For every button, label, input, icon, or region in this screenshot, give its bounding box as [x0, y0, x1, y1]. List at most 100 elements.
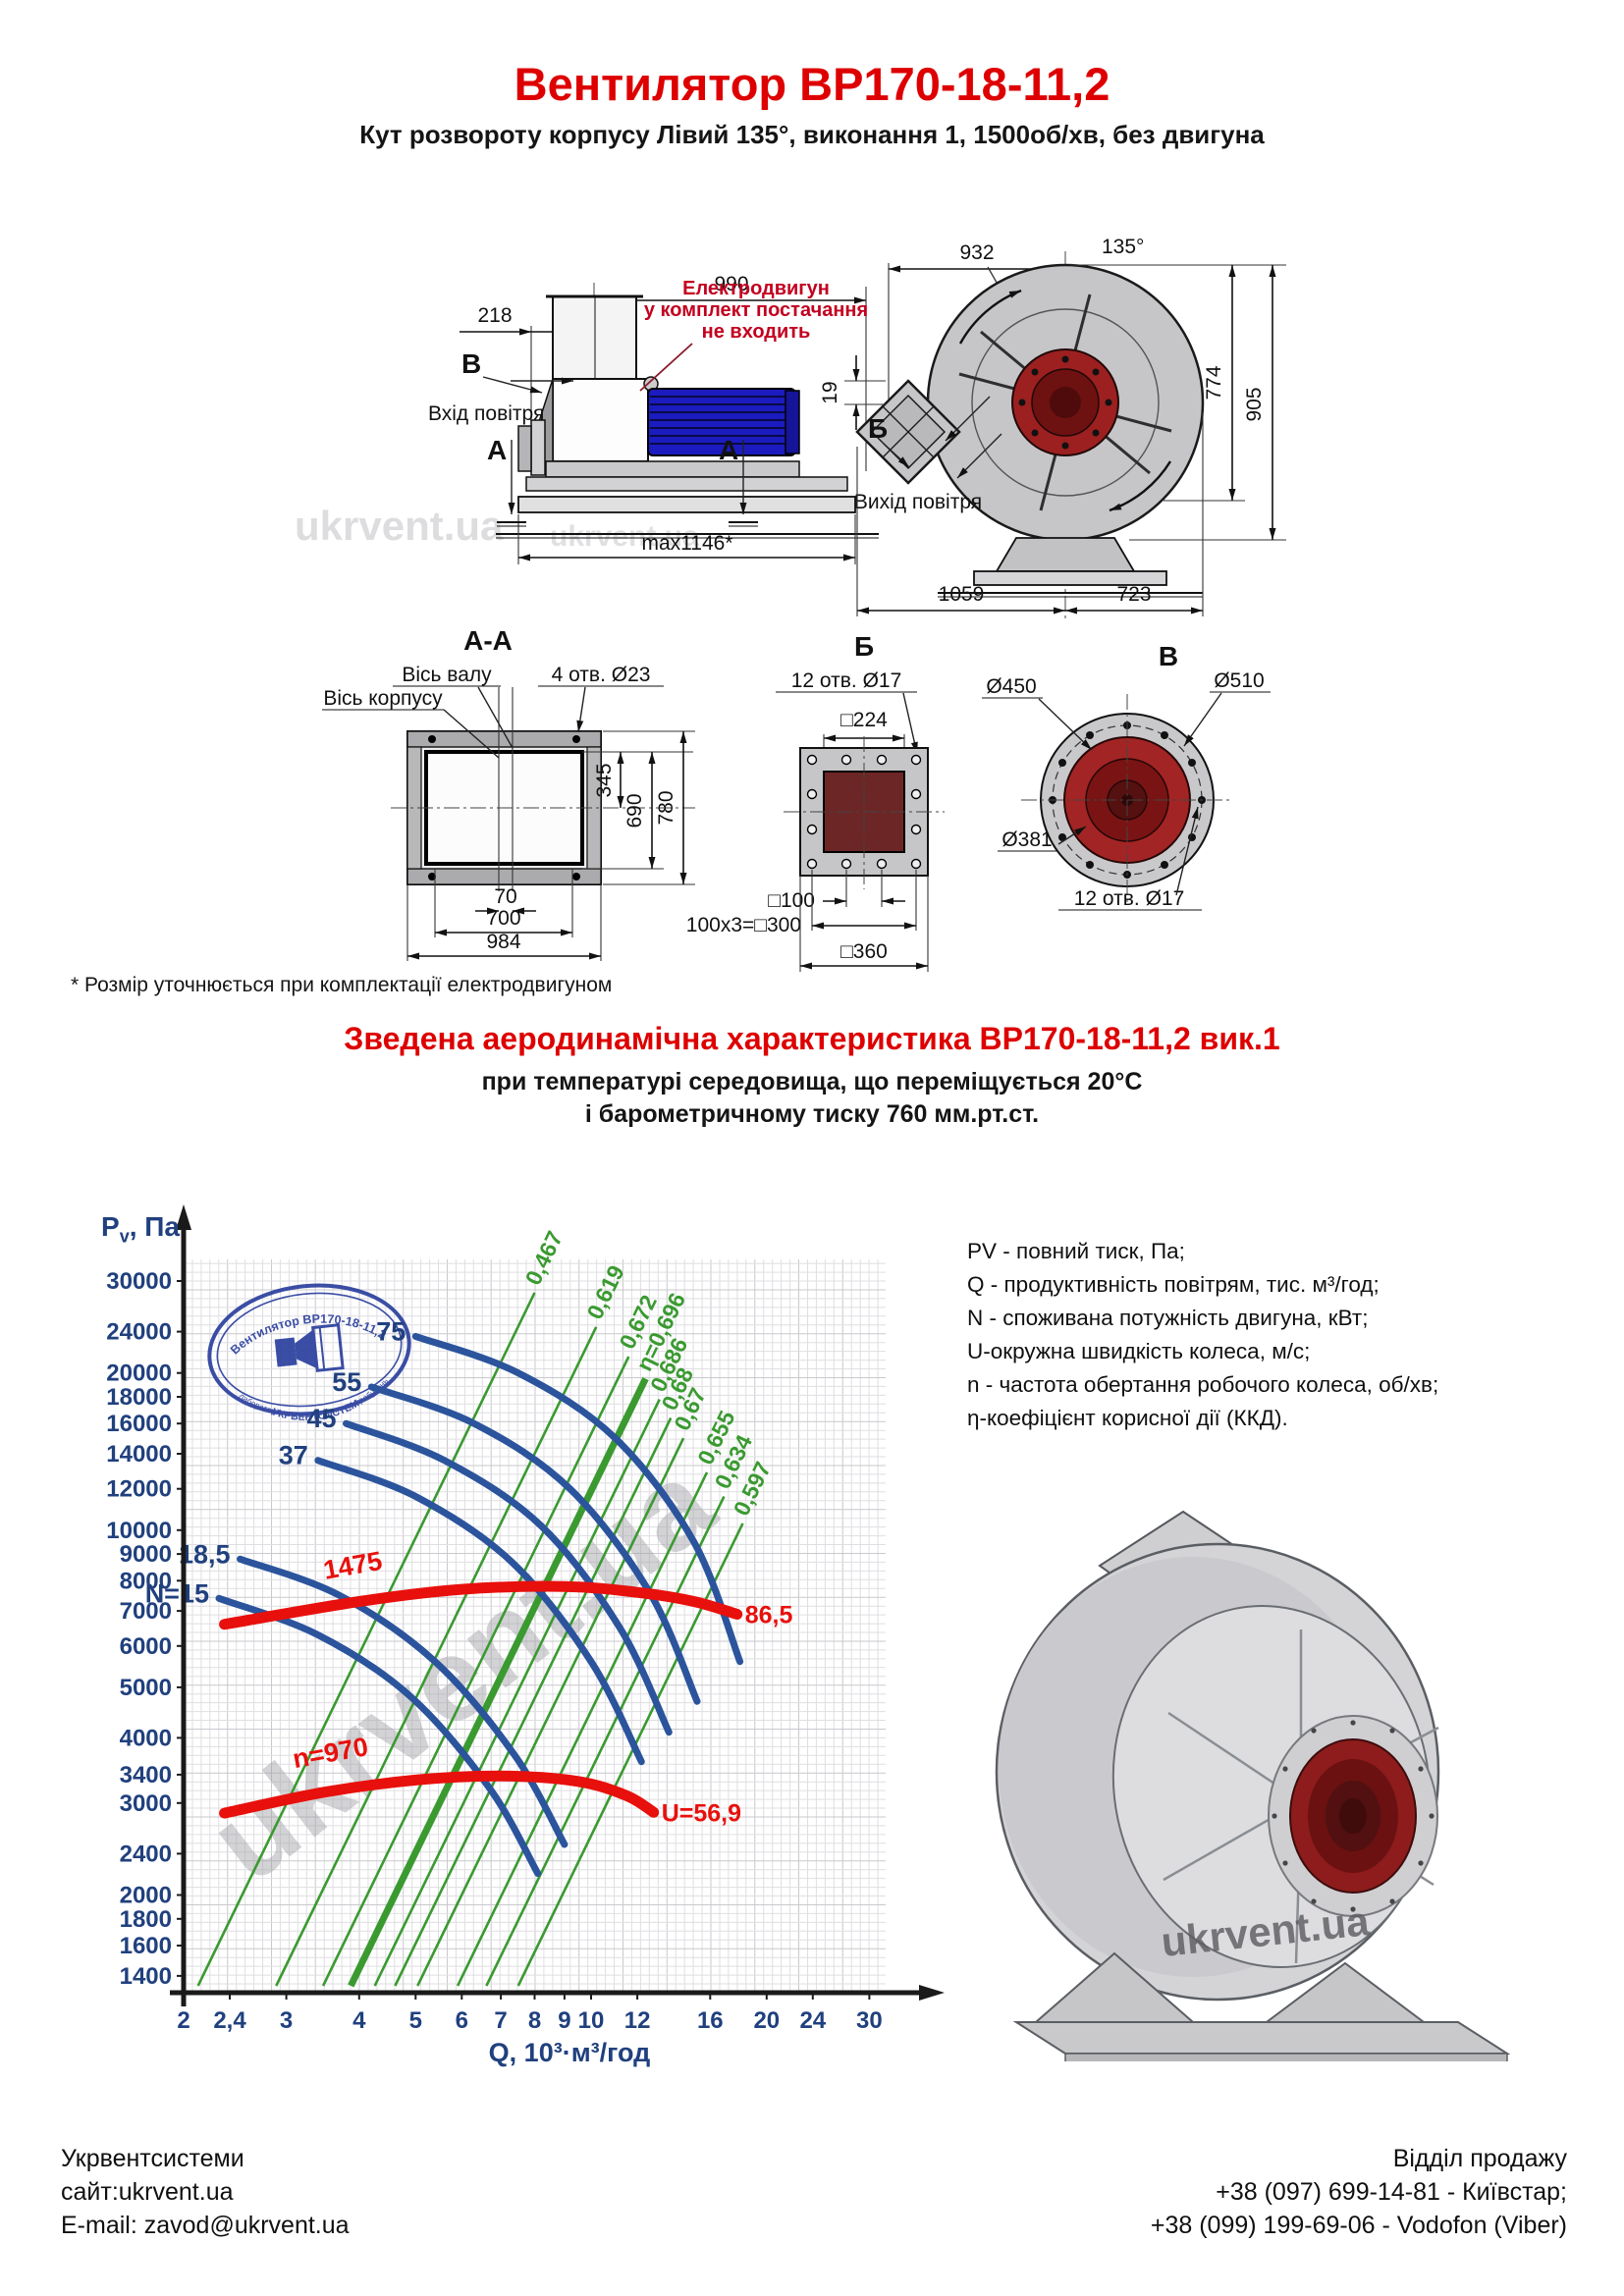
efficiency-line [394, 1416, 673, 1987]
motor-note: не входить [702, 321, 811, 343]
holes-label: 12 отв. Ø17 [1074, 887, 1185, 910]
dim-723: 723 [1116, 583, 1151, 606]
chart-axes: 3000024000200001800016000140001200010000… [106, 1204, 945, 2067]
body-axis-label: Вісь корпусу [323, 687, 443, 710]
aero-heading: Зведена аеродинамічна характеристика ВР1… [344, 1021, 1280, 1056]
dim-905: 905 [1243, 387, 1266, 421]
dim-984: 984 [486, 931, 520, 953]
efficiency-label: 0,619 [581, 1261, 629, 1323]
efficiency-line [485, 1495, 726, 1987]
efficiency-line [196, 1292, 536, 1987]
power-curve [237, 1555, 568, 1848]
section-b-title: Б [854, 631, 874, 662]
x-tick-label: 2 [177, 2007, 189, 2034]
dim-345: 345 [593, 763, 616, 797]
power-curve [215, 1594, 542, 1877]
page-title: Вентилятор ВР170-18-11,2 [514, 58, 1110, 110]
dim-690: 690 [623, 793, 646, 828]
y-tick-label: 4000 [120, 1725, 172, 1751]
y-tick-label: 20000 [106, 1361, 172, 1387]
x-tick-label: 6 [456, 2007, 468, 2034]
y-tick-label: 18000 [106, 1384, 172, 1411]
y-tick-label: 9000 [120, 1541, 172, 1568]
section-aa-title: А-А [463, 625, 513, 656]
x-tick-label: 9 [558, 2007, 570, 2034]
x-tick-label: 2,4 [213, 2007, 246, 2034]
dim-774: 774 [1203, 365, 1225, 400]
legend-line: PV - повний тиск, Па; [967, 1239, 1185, 1263]
y-tick-label: 3400 [120, 1762, 172, 1789]
x-tick-label: 4 [352, 2007, 366, 2034]
y-tick-label: 1400 [120, 1963, 172, 1990]
x-tick-label: 30 [856, 2007, 883, 2034]
y-tick-label: 16000 [106, 1411, 172, 1437]
chart-watermark: ukrvent.ua [186, 1435, 737, 1906]
x-tick-label: 24 [799, 2007, 826, 2034]
footnote: * Розмір уточнюється при комплектації ел… [71, 974, 613, 996]
x-tick-label: 8 [528, 2007, 541, 2034]
fan-3d-illustration: ukrvent.ua [995, 1510, 1511, 2061]
y-tick-label: 10000 [106, 1518, 172, 1544]
section-a-label: А [719, 435, 738, 465]
efficiency-line [321, 1356, 630, 1987]
dim-1059: 1059 [939, 583, 985, 606]
company-email: E-mail: zavod@ukrvent.ua [61, 2212, 350, 2239]
sales-title: Відділ продажу [1392, 2145, 1567, 2172]
y-tick-label: 14000 [106, 1441, 172, 1468]
dim-135deg: 135° [1102, 236, 1144, 258]
power-curve [367, 1383, 701, 1705]
power-curve [411, 1332, 744, 1666]
section-aa-drawing: А-А Вісь валу Вісь корпусу 4 отв. Ø23 [322, 625, 695, 961]
x-axis-label: Q, 10³·м³/год [489, 2038, 651, 2067]
y-tick-label: 6000 [120, 1633, 172, 1660]
dim-70: 70 [494, 885, 516, 908]
electric-motor [643, 376, 800, 456]
dim-d381: Ø381 [1001, 828, 1052, 851]
dim-300: 100х3=□300 [686, 914, 801, 936]
efficiency-line [416, 1437, 685, 1987]
y-tick-label: 2000 [120, 1883, 172, 1909]
dim-360: □360 [840, 940, 888, 963]
efficiency-line [456, 1471, 709, 1987]
section-a-label: А [487, 435, 507, 465]
y-tick-label: 8000 [120, 1568, 172, 1594]
legend-line: Q - продуктивність повітрям, тис. м³/год… [967, 1272, 1380, 1297]
view-v-label: В [461, 348, 481, 379]
section-v-title: В [1159, 641, 1178, 671]
x-tick-label: 12 [624, 2007, 651, 2034]
x-tick-label: 10 [578, 2007, 605, 2034]
x-tick-label: 16 [697, 2007, 724, 2034]
y-tick-label: 24000 [106, 1319, 172, 1346]
speed-curve-end-label: U=56,9 [662, 1799, 741, 1827]
legend-line: U-окружна швидкість колеса, м/с; [967, 1339, 1311, 1363]
section-b-drawing: Б 12 отв. Ø17 □224 □100 [686, 631, 945, 972]
power-curve-label: 18,5 [179, 1539, 231, 1569]
dim-19: 19 [819, 381, 841, 403]
dim-max1146: max1146* [641, 532, 732, 555]
y-tick-label: 30000 [106, 1268, 172, 1295]
dim-d450: Ø450 [986, 675, 1036, 698]
legend-line: N - споживана потужність двигуна, кВт; [967, 1306, 1369, 1330]
company-name: Укрвентсистеми [61, 2145, 244, 2172]
efficiency-line [348, 1376, 649, 1988]
technical-drawings: ukrvent.ua ukrvent.ua ukrvent.ua 218 990 [295, 236, 1286, 972]
outlet-label: Вихід повітря [854, 491, 982, 513]
dim-224: □224 [840, 709, 888, 731]
front-view-drawing: 932 135° [819, 236, 1286, 620]
y-tick-label: 1800 [120, 1906, 172, 1933]
aero-subline-2: і барометричному тиску 760 мм.рт.ст. [584, 1100, 1040, 1128]
dim-780: 780 [655, 790, 677, 825]
x-tick-label: 20 [753, 2007, 780, 2034]
motor-note: у комплект постачання [644, 299, 868, 321]
x-tick-label: 7 [494, 2007, 507, 2034]
sales-phone-2: +38 (099) 199-69-06 - Vodofon (Viber) [1150, 2212, 1567, 2239]
dim-932: 932 [959, 241, 994, 264]
aero-subline-1: при температурі середовища, що переміщує… [481, 1068, 1143, 1095]
dim-700: 700 [486, 907, 520, 930]
power-curve [343, 1419, 673, 1736]
y-tick-label: 7000 [120, 1598, 172, 1625]
watermark: ukrvent.ua [295, 503, 504, 549]
x-tick-label: 5 [409, 2007, 422, 2034]
